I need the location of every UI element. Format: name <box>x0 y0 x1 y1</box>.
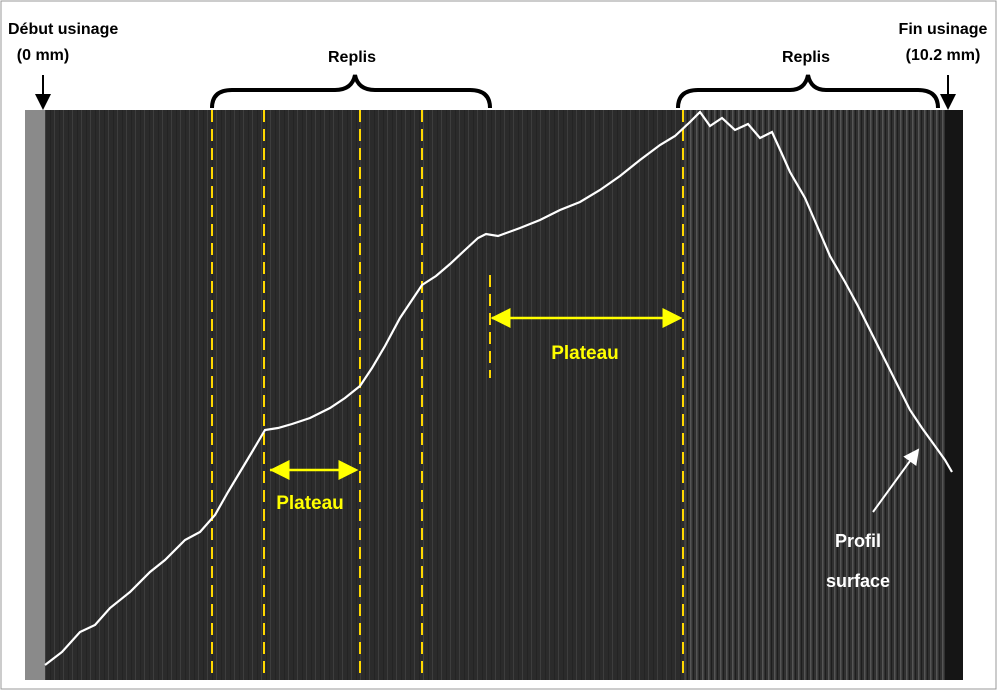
plateau-label: Plateau <box>551 343 619 364</box>
micrograph <box>25 110 963 680</box>
position-arrows <box>35 75 956 513</box>
start-title: Début usinage <box>8 21 118 38</box>
fold-label: Replis <box>782 49 830 66</box>
profile-label: Profil <box>835 531 881 551</box>
end-title: Fin usinage <box>899 21 988 38</box>
surface-profile <box>44 110 953 666</box>
start-position: (0 mm) <box>17 47 69 64</box>
plateau-arrows <box>269 308 683 480</box>
guide-lines <box>211 110 684 680</box>
end-position: (10.2 mm) <box>906 47 981 64</box>
plateau-label: Plateau <box>276 493 344 514</box>
fold-label: Replis <box>328 49 376 66</box>
profile-label: surface <box>826 571 890 591</box>
braces <box>210 74 940 109</box>
